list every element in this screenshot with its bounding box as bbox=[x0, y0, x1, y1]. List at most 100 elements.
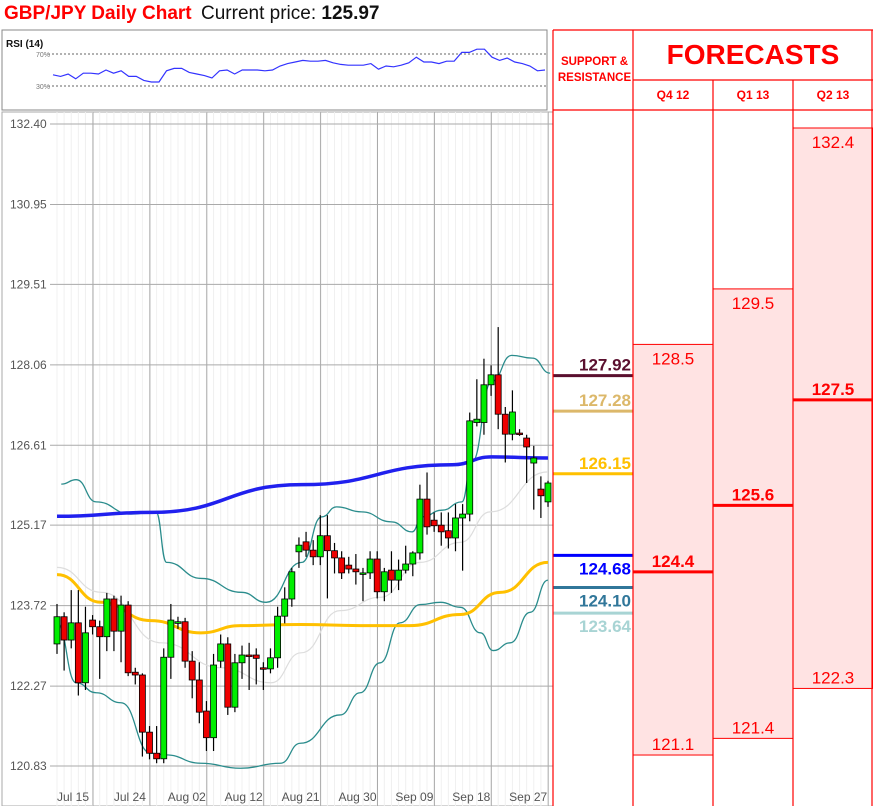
forecast-column-q1-13: 129.5 125.6 121.4 bbox=[712, 288, 794, 739]
candle bbox=[452, 504, 459, 552]
forecast-high-value: 128.5 bbox=[652, 349, 695, 368]
forecast-high-value: 129.5 bbox=[732, 294, 775, 313]
y-tick-label: 122.27 bbox=[10, 679, 47, 693]
candle-body-down bbox=[523, 437, 531, 448]
current-price: Current price: 125.97 bbox=[201, 3, 380, 25]
candle-body-up bbox=[487, 374, 495, 386]
candle bbox=[359, 567, 367, 602]
current-price-value: 125.97 bbox=[321, 3, 380, 24]
candle bbox=[217, 634, 225, 668]
candle-body-down bbox=[437, 524, 445, 533]
quarter-header-q1-13: Q1 13 bbox=[736, 88, 770, 102]
x-axis: Jul 15 Jul 24 Aug 02 Aug 12 Aug 21 Aug 30 Sep … bbox=[57, 790, 548, 804]
candle bbox=[60, 612, 68, 671]
forecast-mid-value: 127.5 bbox=[812, 380, 855, 399]
candle-body-down bbox=[96, 626, 104, 638]
candle bbox=[509, 390, 516, 441]
candle-body-down bbox=[430, 519, 438, 527]
candle bbox=[338, 551, 346, 580]
candle-body-up bbox=[231, 662, 239, 708]
candle-body-down bbox=[60, 616, 68, 641]
x-tick-label: Jul 15 bbox=[57, 790, 89, 804]
candle-body-up bbox=[509, 411, 516, 435]
candle bbox=[473, 379, 481, 427]
candle bbox=[103, 592, 111, 652]
candle bbox=[345, 556, 353, 574]
candle bbox=[530, 445, 538, 510]
candle-body-down bbox=[181, 621, 189, 662]
candle bbox=[331, 542, 338, 574]
candle-body-up bbox=[530, 457, 538, 464]
x-tick-label: Aug 02 bbox=[168, 790, 206, 804]
candle-body-down bbox=[494, 374, 502, 415]
candle bbox=[423, 472, 431, 535]
forecast-range bbox=[632, 343, 714, 756]
x-tick-label: Jul 24 bbox=[114, 790, 146, 804]
candle bbox=[437, 512, 445, 546]
candle bbox=[395, 559, 402, 591]
candle-body-up bbox=[480, 384, 488, 423]
sr-level-value: 126.15 bbox=[579, 454, 631, 473]
candle bbox=[302, 531, 310, 557]
bollinger-mid-line bbox=[56, 471, 549, 684]
grid bbox=[50, 112, 553, 806]
candle-body-up bbox=[238, 654, 246, 664]
candle bbox=[238, 645, 246, 679]
candle-body-down bbox=[124, 604, 132, 674]
candle-body-up bbox=[267, 657, 274, 670]
candle-body-down bbox=[501, 413, 509, 435]
candle-body-down bbox=[74, 622, 82, 684]
candle bbox=[416, 484, 424, 560]
candle bbox=[480, 358, 488, 435]
forecast-range bbox=[792, 127, 873, 689]
candle-body-down bbox=[259, 667, 267, 670]
candle-body-up bbox=[466, 420, 474, 515]
candle bbox=[82, 606, 89, 690]
candle bbox=[281, 587, 289, 624]
candle-body-down bbox=[138, 674, 146, 733]
candle-body-down bbox=[224, 643, 232, 708]
candle bbox=[352, 554, 360, 585]
sr-level-value: 123.64 bbox=[579, 617, 632, 636]
forecast-low-value: 121.1 bbox=[652, 735, 695, 754]
y-tick-label: 128.06 bbox=[10, 358, 47, 372]
candle-body-down bbox=[195, 679, 203, 713]
candle-body-down bbox=[331, 550, 338, 559]
candle-body-up bbox=[295, 544, 303, 553]
candle-body-down bbox=[423, 498, 431, 528]
candle-body-up bbox=[288, 571, 296, 600]
candle-body-up bbox=[82, 632, 89, 684]
x-tick-label: Sep 09 bbox=[395, 790, 433, 804]
forecasts-title: FORECASTS bbox=[666, 39, 840, 70]
candle-body-down bbox=[153, 752, 161, 760]
forecast-panel: 128.5 124.4 121.1 129.5 125.6 121.4 132.4 127.5… bbox=[552, 29, 873, 806]
candle bbox=[366, 551, 374, 580]
candle-body-up bbox=[402, 563, 410, 571]
y-tick-label: 132.40 bbox=[10, 117, 47, 131]
candle bbox=[124, 601, 132, 677]
support-resistance-header: SUPPORT & RESISTANCE bbox=[557, 56, 632, 84]
candle bbox=[203, 701, 210, 752]
candle bbox=[309, 540, 317, 566]
candle bbox=[430, 512, 438, 532]
candle bbox=[146, 726, 153, 760]
candle-body-down bbox=[338, 557, 346, 574]
candle-body-up bbox=[409, 552, 417, 565]
candle-body-up bbox=[274, 615, 281, 659]
candle bbox=[181, 617, 189, 668]
candle-body-down bbox=[388, 569, 395, 581]
candle bbox=[117, 595, 125, 663]
candle bbox=[409, 551, 417, 577]
rsi-70-label: 70% bbox=[36, 52, 50, 59]
candle-body-up bbox=[53, 616, 61, 645]
candle-body-up bbox=[359, 572, 367, 575]
forecast-column-q2-13: 132.4 127.5 122.3 bbox=[792, 127, 873, 689]
y-tick-label: 123.72 bbox=[10, 599, 47, 613]
quarter-header-q4-12: Q4 12 bbox=[656, 88, 690, 102]
forecast-mid-value: 125.6 bbox=[732, 485, 775, 504]
candle bbox=[174, 616, 182, 629]
candle-body-down bbox=[302, 541, 310, 551]
candle bbox=[96, 620, 104, 679]
candle bbox=[487, 365, 495, 396]
rsi-30-label: 30% bbox=[36, 84, 50, 91]
